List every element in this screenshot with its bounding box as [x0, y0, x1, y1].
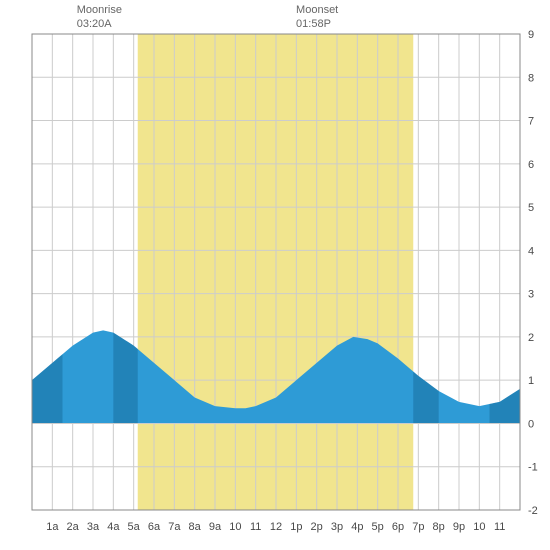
x-tick-label: 7p — [412, 521, 424, 533]
y-tick-label: 5 — [528, 202, 534, 214]
y-tick-label: -1 — [528, 462, 538, 474]
y-tick-label: 9 — [528, 29, 534, 41]
y-tick-label: 2 — [528, 332, 534, 344]
x-tick-label: 1p — [290, 521, 302, 533]
y-tick-label: 3 — [528, 289, 534, 301]
x-tick-label: 7a — [168, 521, 181, 533]
x-tick-label: 5p — [372, 521, 384, 533]
x-tick-label: 2a — [67, 521, 80, 533]
x-tick-label: 5a — [128, 521, 141, 533]
x-tick-label: 10 — [229, 521, 241, 533]
y-tick-label: 8 — [528, 72, 534, 84]
x-tick-label: 12 — [270, 521, 282, 533]
x-tick-label: 6a — [148, 521, 161, 533]
x-tick-label: 8p — [433, 521, 445, 533]
moonset-time: 01:58P — [296, 18, 331, 30]
moonrise-time: 03:20A — [77, 18, 112, 30]
x-tick-label: 4p — [351, 521, 363, 533]
y-tick-label: 4 — [528, 245, 534, 257]
x-tick-label: 3p — [331, 521, 343, 533]
tide-chart: -2-101234567891a2a3a4a5a6a7a8a9a1011121p… — [0, 0, 550, 550]
y-tick-label: 7 — [528, 116, 534, 128]
chart-svg: -2-101234567891a2a3a4a5a6a7a8a9a1011121p… — [0, 0, 550, 550]
moonrise-label: Moonrise 03:20A — [77, 3, 122, 32]
x-tick-label: 11 — [494, 521, 505, 533]
y-tick-label: 0 — [528, 418, 534, 430]
y-tick-label: 6 — [528, 159, 534, 171]
moonset-caption: Moonset — [296, 4, 338, 16]
x-tick-label: 11 — [250, 521, 261, 533]
x-tick-label: 4a — [107, 521, 120, 533]
moonrise-caption: Moonrise — [77, 4, 122, 16]
x-tick-label: 9p — [453, 521, 465, 533]
y-tick-label: -2 — [528, 505, 538, 517]
x-tick-label: 1a — [46, 521, 59, 533]
y-tick-label: 1 — [528, 375, 534, 387]
x-tick-label: 2p — [311, 521, 323, 533]
x-tick-label: 3a — [87, 521, 100, 533]
moonset-label: Moonset 01:58P — [296, 3, 338, 32]
x-tick-label: 8a — [189, 521, 202, 533]
x-tick-label: 9a — [209, 521, 222, 533]
x-tick-label: 6p — [392, 521, 404, 533]
x-tick-label: 10 — [473, 521, 485, 533]
